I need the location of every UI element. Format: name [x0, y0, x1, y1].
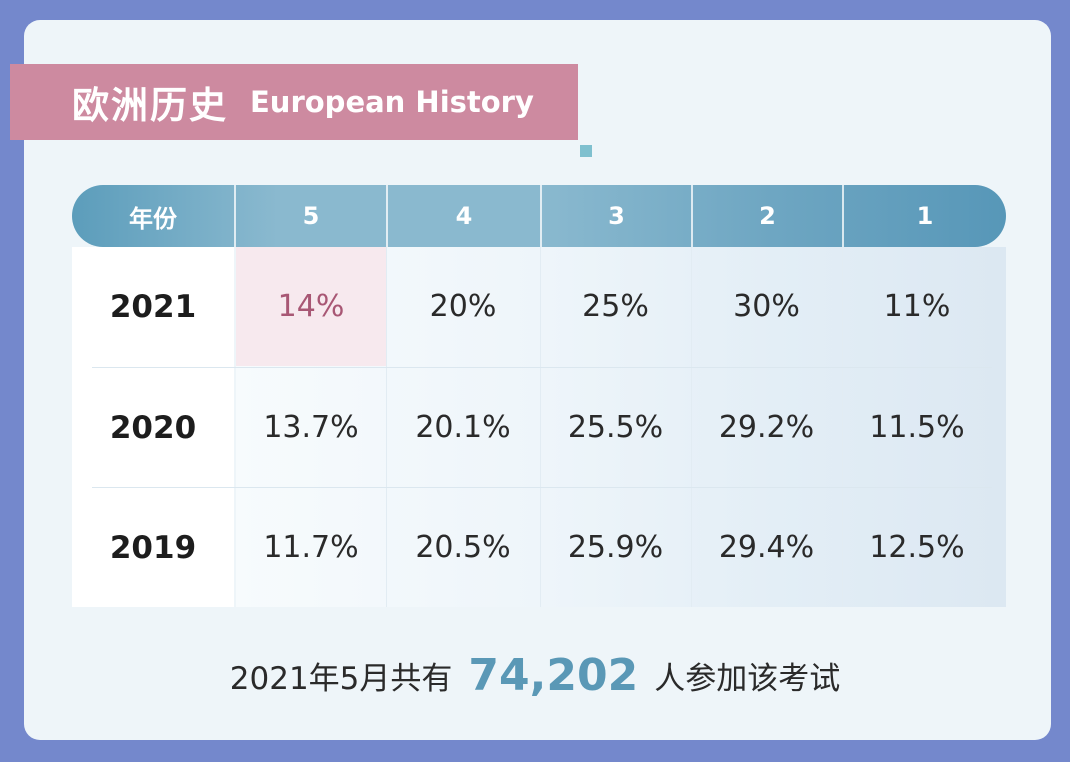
column-divider — [691, 247, 692, 607]
exam-takers-summary: 2021年5月共有 74,202 人参加该考试 — [0, 640, 1070, 710]
table-cell: 25.9% — [567, 530, 664, 565]
column-divider — [842, 247, 843, 607]
year-column — [72, 247, 234, 607]
decorative-square — [580, 145, 592, 157]
summary-prefix: 2021年5月共有 — [229, 660, 453, 697]
table-cell: 11% — [883, 289, 951, 324]
column-divider — [540, 247, 541, 607]
table-cell: 11.5% — [869, 410, 965, 445]
table-cell: 12.5% — [869, 530, 965, 565]
row-divider — [92, 367, 992, 368]
header-score-3: 3 — [540, 185, 691, 247]
header-score-2: 2 — [691, 185, 842, 247]
table-cell: 20.1% — [415, 410, 511, 445]
header-year: 年份 — [129, 204, 177, 233]
table-cell: 29.4% — [718, 530, 815, 565]
table-row-year: 2021 — [109, 288, 197, 325]
header-score-5: 5 — [234, 185, 386, 247]
table-cell: 11.7% — [263, 530, 359, 565]
table-header: 年份 5 4 3 2 1 — [72, 185, 1006, 247]
table-cell: 20.5% — [415, 530, 511, 565]
table-cell: 25% — [582, 289, 649, 324]
table-row-year: 2019 — [109, 529, 197, 566]
table-cell: 20% — [429, 289, 497, 324]
table-cell: 30% — [733, 289, 800, 324]
summary-suffix: 人参加该考试 — [654, 660, 841, 697]
title-chinese: 欧洲历史 — [72, 84, 228, 127]
row-divider — [92, 487, 992, 488]
title-english: European History — [250, 85, 534, 119]
header-score-4: 4 — [386, 185, 540, 247]
table-cell: 14% — [236, 247, 386, 366]
table-cell: 25.5% — [567, 410, 664, 445]
table-cell: 13.7% — [263, 410, 359, 445]
exam-takers-count: 74,202 — [468, 649, 639, 701]
table-cell: 29.2% — [718, 410, 815, 445]
column-divider — [386, 247, 387, 607]
title-banner: 欧洲历史 European History — [10, 64, 578, 140]
table-row-year: 2020 — [109, 409, 197, 446]
score-table: 年份 5 4 3 2 1 2021 14% 20% 25% 30% 11% 20… — [72, 185, 1006, 607]
header-score-1: 1 — [842, 185, 1006, 247]
